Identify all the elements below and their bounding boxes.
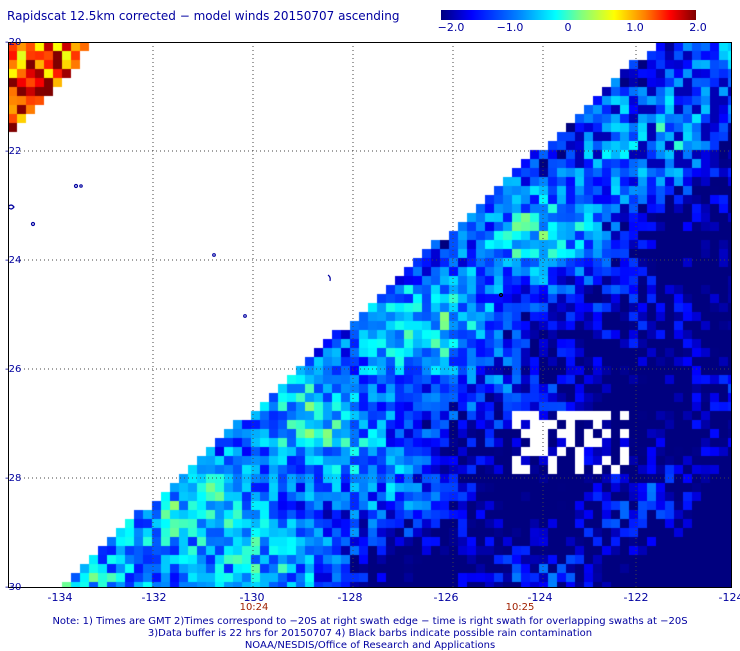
colorbar-tick: −1.0: [496, 21, 524, 34]
note-line: NOAA/NESDIS/Office of Research and Appli…: [244, 640, 496, 651]
island: [73, 183, 79, 189]
colorbar: [441, 10, 696, 20]
lat-label: -28: [5, 473, 22, 484]
island: [79, 184, 83, 188]
island: [30, 221, 36, 227]
lat-label: -30: [5, 582, 22, 593]
lat-label: -20: [5, 37, 22, 48]
lat-label: -24: [5, 255, 22, 266]
time-label: 10:24: [239, 602, 269, 613]
colorbar-tick: 0: [564, 21, 572, 34]
note-line: 3)Data buffer is 22 hrs for 20150707 4) …: [147, 628, 593, 639]
lon-label: -130: [239, 591, 265, 604]
island: [243, 314, 247, 318]
map-title: Rapidscat 12.5km corrected − model winds…: [7, 9, 400, 23]
graticule: [8, 42, 732, 588]
rain-flag: [498, 292, 504, 298]
lon-label: -126: [433, 591, 459, 604]
lon-label: -132: [141, 591, 167, 604]
colorbar-tick: 2.0: [689, 21, 707, 34]
island: [8, 204, 15, 210]
colorbar-tick: 1.0: [626, 21, 644, 34]
lon-label: -122: [623, 591, 649, 604]
lon-label: -124: [718, 591, 740, 604]
lat-label: -22: [5, 146, 22, 157]
colorbar-tick: −2.0: [437, 21, 465, 34]
islands: [8, 183, 504, 318]
wind-difference-map: [8, 42, 732, 588]
island: [327, 274, 331, 282]
lat-label: -26: [5, 364, 22, 375]
swath-canvas: [8, 42, 732, 588]
lon-label: -124: [527, 591, 553, 604]
island: [212, 253, 216, 257]
note-line: Note: 1) Times are GMT 2)Times correspon…: [52, 616, 688, 627]
lon-label: -134: [47, 591, 73, 604]
time-label: 10:25: [505, 602, 535, 613]
lon-label: -128: [337, 591, 363, 604]
map-frame: [8, 42, 732, 588]
